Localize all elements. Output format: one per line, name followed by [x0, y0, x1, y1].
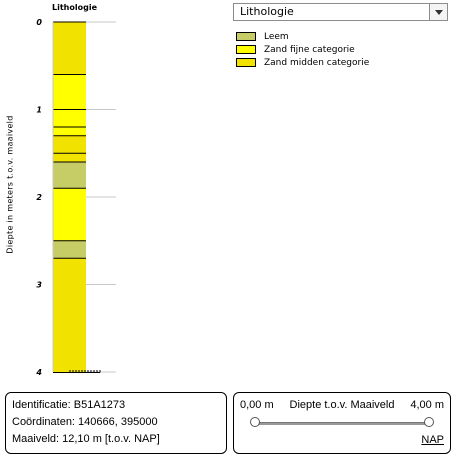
depth-min-label: 0,00 m	[240, 399, 274, 411]
lithology-layer	[53, 240, 86, 259]
column-title: Lithologie	[52, 3, 97, 12]
lithology-layer	[53, 74, 86, 110]
nap-link[interactable]: NAP	[421, 434, 444, 446]
borehole-info-panel: Identificatie: B51A1273 Coördinaten: 140…	[5, 392, 227, 454]
legend: Leem Zand fijne categorie Zand midden ca…	[236, 30, 369, 69]
legend-label: Zand midden categorie	[264, 57, 370, 68]
legend-swatch-leem	[236, 32, 256, 41]
depth-slider-handle-max[interactable]	[424, 417, 434, 427]
lithology-column-chart: 0 1 2 3 4	[35, 18, 116, 377]
legend-item-zand-midden: Zand midden categorie	[236, 56, 369, 69]
y-tick-label: 3	[36, 281, 42, 290]
layer-type-dropdown[interactable]: Lithologie	[233, 3, 448, 21]
depth-header: 0,00 m Diepte t.o.v. Maaiveld 4,00 m	[240, 399, 444, 411]
lithology-layer	[53, 153, 86, 162]
legend-item-leem: Leem	[236, 30, 369, 43]
y-tick-label: 1	[36, 106, 42, 115]
y-tick-label: 0	[36, 18, 42, 27]
legend-label: Leem	[264, 31, 289, 42]
legend-swatch-zand-fijn	[236, 45, 256, 54]
lithology-layer	[53, 188, 86, 241]
legend-swatch-zand-midden	[236, 58, 256, 67]
depth-title: Diepte t.o.v. Maaiveld	[289, 399, 395, 411]
legend-label: Zand fijne categorie	[264, 44, 355, 55]
depth-filter-panel: 0,00 m Diepte t.o.v. Maaiveld 4,00 m NAP	[233, 392, 451, 454]
y-axis-title: Diepte in meters t.o.v. maaiveld	[5, 115, 15, 254]
depth-max-label: 4,00 m	[410, 399, 444, 411]
y-tick-label: 4	[35, 368, 42, 377]
y-tick-label: 2	[36, 193, 42, 202]
coordinates-text: Coördinaten: 140666, 395000	[12, 416, 158, 428]
lithology-layer	[53, 109, 86, 127]
chevron-down-icon[interactable]	[429, 4, 447, 20]
dropdown-selected-value: Lithologie	[240, 5, 294, 18]
ground-level-text: Maaiveld: 12,10 m [t.o.v. NAP]	[12, 433, 160, 445]
lithology-layer	[53, 22, 86, 75]
lithology-layer	[53, 127, 86, 136]
identification-text: Identificatie: B51A1273	[12, 399, 126, 411]
legend-item-zand-fijn: Zand fijne categorie	[236, 43, 369, 56]
depth-slider-handle-min[interactable]	[250, 417, 260, 427]
lithology-layer	[53, 258, 86, 372]
depth-slider-track[interactable]	[255, 422, 429, 425]
lithology-layer	[53, 162, 86, 189]
lithology-layer	[53, 135, 86, 154]
